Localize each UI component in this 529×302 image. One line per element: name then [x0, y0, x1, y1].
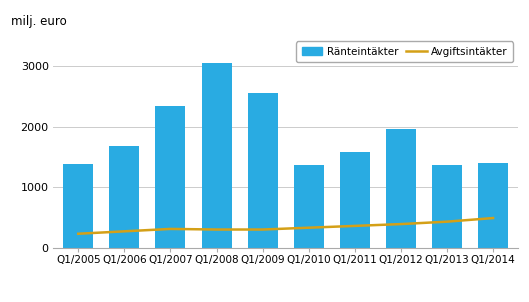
Bar — [294, 165, 324, 248]
Bar — [478, 163, 508, 248]
Bar — [386, 129, 416, 248]
Bar — [202, 63, 232, 248]
Bar — [340, 152, 370, 248]
Bar — [156, 106, 185, 248]
Bar — [248, 93, 278, 248]
Bar — [63, 164, 93, 248]
Bar — [110, 146, 139, 248]
Bar — [432, 165, 462, 248]
Text: milj. euro: milj. euro — [11, 15, 67, 28]
Legend: Ränteintäkter, Avgiftsintäkter: Ränteintäkter, Avgiftsintäkter — [296, 41, 513, 62]
